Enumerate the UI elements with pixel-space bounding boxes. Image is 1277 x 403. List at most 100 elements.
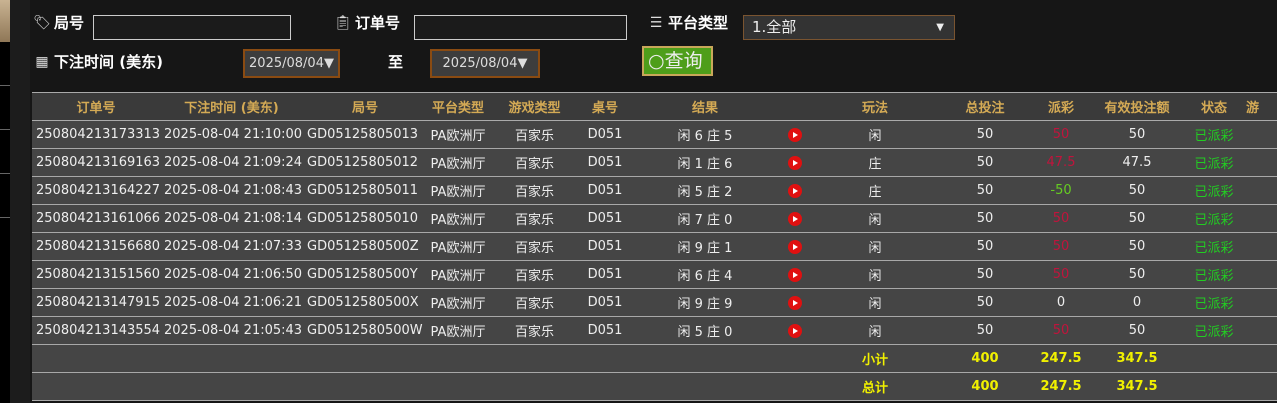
table-row: 250804213143554 2025-08-04 21:05:43 GD0512…: [32, 316, 1277, 345]
replay-cell: [780, 232, 810, 261]
summary-cell: [32, 372, 160, 401]
table-header: 订单号 下注时间 (美东) 局号 平台类型 游戏类型 桌号 结果 玩法 总投注 派彩 有效投注额 状态…: [32, 92, 1277, 121]
column-header: 订单号: [32, 92, 160, 121]
round-id-cell: GD05125805013: [303, 120, 427, 149]
round-id-cell: GD05125805012: [303, 148, 427, 177]
order-id-cell: 250804213156680: [32, 232, 160, 261]
bet-type-cell: 闲: [810, 316, 940, 345]
total-bet-cell: 50: [940, 148, 1030, 177]
bet-time-cell: 2025-08-04 21:06:50: [160, 260, 303, 289]
bet-type-cell: 闲: [810, 120, 940, 149]
table-id-cell: D051: [580, 260, 630, 289]
play-video-icon[interactable]: [788, 127, 802, 142]
game-type-cell: 百家乐: [489, 120, 580, 149]
platform-select[interactable]: 1.全部 ▼: [743, 15, 955, 40]
table-id-cell: D051: [580, 288, 630, 317]
status-cell: 已派彩: [1182, 316, 1246, 345]
column-header: 派彩: [1030, 92, 1092, 121]
round-id-cell: GD0512580500X: [303, 288, 427, 317]
summary-cell: [580, 372, 630, 401]
tag-icon: 🏷︎: [33, 14, 51, 31]
game-type-cell: 百家乐: [489, 204, 580, 233]
play-video-icon[interactable]: [788, 183, 802, 198]
round-input[interactable]: [93, 15, 291, 40]
total-bet-cell: 50: [940, 176, 1030, 205]
valid-bet-cell: 50: [1092, 232, 1182, 261]
summary-cell: [780, 344, 810, 373]
sidebar-gap: [10, 0, 30, 403]
summary-cell: [1182, 372, 1246, 401]
status-cell: 已派彩: [1182, 204, 1246, 233]
total-bet-cell: 50: [940, 316, 1030, 345]
result-cell: 闲 9 庄 1: [630, 232, 780, 261]
clipboard-icon: 📋︎: [334, 14, 352, 31]
bet-time-cell: 2025-08-04 21:09:24: [160, 148, 303, 177]
play-video-icon[interactable]: [788, 211, 802, 226]
table-row: 250804213173313 2025-08-04 21:10:00 GD0512…: [32, 120, 1277, 149]
summary-cell: [1246, 372, 1277, 401]
table-id-cell: D051: [580, 204, 630, 233]
summary-cell: [32, 344, 160, 373]
grand_total-row: 总计 400 247.5 347.5: [32, 372, 1277, 401]
valid-bet-cell: 50: [1092, 316, 1182, 345]
play-video-icon[interactable]: [788, 239, 802, 254]
table-row: 250804213161066 2025-08-04 21:08:14 GD0512…: [32, 204, 1277, 233]
summary-cell: [160, 372, 303, 401]
summary-cell: [427, 344, 489, 373]
bet-time-cell: 2025-08-04 21:10:00: [160, 120, 303, 149]
play-video-icon[interactable]: [788, 155, 802, 170]
status-cell: 已派彩: [1182, 288, 1246, 317]
overflow-cell: [1246, 176, 1277, 205]
table-id-cell: D051: [580, 232, 630, 261]
date-from-picker[interactable]: 2025/08/04▼: [243, 49, 340, 78]
bet-type-cell: 闲: [810, 260, 940, 289]
summary-cell: [427, 372, 489, 401]
bet-time-cell: 2025-08-04 21:08:14: [160, 204, 303, 233]
column-header: 平台类型: [427, 92, 489, 121]
platform-cell: PA欧洲厅: [427, 232, 489, 261]
status-cell: 已派彩: [1182, 176, 1246, 205]
payout-cell: 50: [1030, 120, 1092, 149]
play-video-icon[interactable]: [788, 267, 802, 282]
play-video-icon[interactable]: [788, 323, 802, 338]
total-bet-cell: 50: [940, 232, 1030, 261]
grand_total-label: 总计: [810, 372, 940, 401]
round-id-cell: GD0512580500W: [303, 316, 427, 345]
sidebar-edge: [0, 0, 10, 403]
game-type-cell: 百家乐: [489, 288, 580, 317]
date-to-picker[interactable]: 2025/08/04▼: [430, 49, 540, 78]
game-type-cell: 百家乐: [489, 148, 580, 177]
summary-cell: [630, 372, 780, 401]
payout-cell: 50: [1030, 232, 1092, 261]
game-type-cell: 百家乐: [489, 260, 580, 289]
to-label: 至: [388, 53, 404, 71]
overflow-cell: [1246, 120, 1277, 149]
status-cell: 已派彩: [1182, 148, 1246, 177]
column-header: 游: [1246, 92, 1277, 121]
table-row: 250804213156680 2025-08-04 21:07:33 GD0512…: [32, 232, 1277, 261]
replay-cell: [780, 148, 810, 177]
search-icon: ○: [648, 50, 665, 72]
valid-bet-cell: 47.5: [1092, 148, 1182, 177]
payout-cell: 50: [1030, 316, 1092, 345]
bet-records-table: 订单号 下注时间 (美东) 局号 平台类型 游戏类型 桌号 结果 玩法 总投注 派彩 有效投注额 状态…: [32, 92, 1277, 401]
payout-cell: 47.5: [1030, 148, 1092, 177]
subtotal-valid_bet: 347.5: [1092, 344, 1182, 373]
bet-time-cell: 2025-08-04 21:06:21: [160, 288, 303, 317]
subtotal-label: 小计: [810, 344, 940, 373]
platform-cell: PA欧洲厅: [427, 120, 489, 149]
platform-label-text: 平台类型: [668, 14, 729, 32]
round-id-cell: GD05125805010: [303, 204, 427, 233]
order-id-cell: 250804213164227: [32, 176, 160, 205]
round-label: 🏷︎ 局号: [33, 12, 84, 33]
platform-select-value: 1.全部: [752, 18, 797, 36]
order-input[interactable]: [414, 15, 627, 40]
summary-cell: [580, 344, 630, 373]
order-id-cell: 250804213169163: [32, 148, 160, 177]
result-cell: 闲 6 庄 5: [630, 120, 780, 149]
payout-cell: 0: [1030, 288, 1092, 317]
column-header: 状态: [1182, 92, 1246, 121]
query-button[interactable]: ○查询: [642, 46, 713, 76]
grand_total-total_bet: 400: [940, 372, 1030, 401]
play-video-icon[interactable]: [788, 295, 802, 310]
